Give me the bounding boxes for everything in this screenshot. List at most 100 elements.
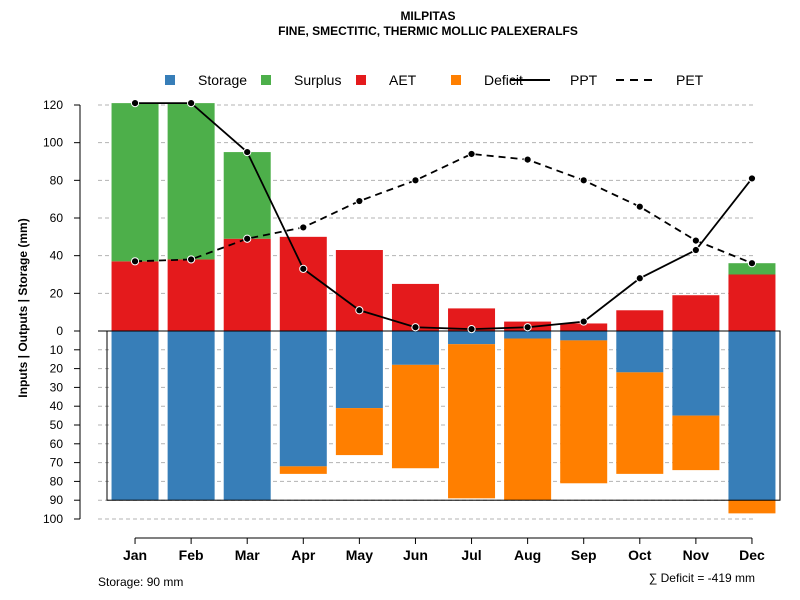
bar-storage-dec — [728, 331, 776, 501]
point-ppt-jul — [467, 325, 476, 334]
legend-label-ppt: PPT — [570, 72, 598, 88]
bar-aet-feb — [167, 259, 215, 331]
bar-deficit-aug — [504, 338, 552, 501]
legend-label-pet: PET — [676, 72, 704, 88]
point-pet-nov — [691, 236, 700, 245]
legend: Storage Surplus AET Deficit PPT PET — [165, 72, 704, 88]
baseline-frames — [98, 330, 781, 501]
bar-aet-may — [335, 250, 383, 331]
bar-surplus-feb — [167, 103, 215, 260]
y-tick-label-top-20: 20 — [50, 286, 64, 300]
legend-label-surplus: Surplus — [294, 72, 341, 88]
point-ppt-jan — [130, 99, 140, 108]
chart-title: MILPITAS — [400, 9, 455, 23]
x-tick-label-feb: Feb — [179, 547, 204, 563]
point-pet-sep — [579, 176, 588, 185]
point-pet-jan — [130, 257, 140, 266]
y-tick-label-bottom-70: 70 — [50, 456, 64, 470]
point-pet-oct — [635, 202, 644, 211]
bar-storage-may — [335, 331, 383, 409]
y-tick-label-top-100: 100 — [43, 136, 63, 150]
y-tick-label-top-0: 0 — [56, 324, 63, 338]
point-ppt-sep — [579, 317, 588, 326]
y-tick-label-bottom-10: 10 — [50, 343, 64, 357]
bar-storage-feb — [167, 331, 215, 501]
x-tick-label-jul: Jul — [461, 547, 481, 563]
bar-aet-nov — [672, 295, 720, 331]
x-tick-label-may: May — [346, 547, 373, 563]
point-pet-jun — [411, 176, 420, 185]
y-tick-label-bottom-50: 50 — [50, 418, 64, 432]
bar-surplus-jan — [111, 103, 159, 262]
bar-storage-aug — [504, 331, 552, 339]
bar-deficit-jun — [391, 364, 439, 469]
bar-deficit-nov — [672, 415, 720, 471]
line-ppt — [135, 102, 753, 331]
y-tick-label-top-60: 60 — [50, 211, 64, 225]
bar-aet-dec — [728, 274, 776, 331]
point-ppt-apr — [299, 264, 308, 273]
bar-storage-apr — [279, 331, 327, 467]
point-ppt-may — [355, 306, 364, 315]
x-tick-label-dec: Dec — [739, 547, 765, 563]
bar-deficit-dec — [728, 500, 776, 514]
bar-surplus-dec — [728, 263, 776, 275]
bar-aet-oct — [616, 310, 664, 331]
legend-swatch-surplus — [261, 75, 271, 85]
point-ppt-mar — [243, 147, 252, 157]
point-ppt-feb — [187, 99, 196, 108]
bar-storage-sep — [560, 331, 608, 341]
y-tick-label-bottom-60: 60 — [50, 437, 64, 451]
bar-aet-jan — [111, 261, 159, 331]
storage-footer: Storage: 90 mm — [98, 575, 183, 589]
y-tick-label-bottom-90: 90 — [50, 493, 64, 507]
bar-surplus-mar — [223, 152, 271, 239]
series-lines — [130, 99, 757, 334]
bar-storage-mar — [223, 331, 271, 501]
bar-storage-jan — [111, 331, 159, 501]
bar-aet-mar — [223, 238, 271, 331]
point-pet-jul — [467, 149, 476, 159]
legend-swatch-storage — [165, 75, 175, 85]
point-ppt-dec — [747, 174, 757, 183]
legend-label-storage: Storage — [198, 72, 247, 88]
deficit-sum-footer: ∑ Deficit = -419 mm — [649, 571, 755, 585]
bar-storage-oct — [616, 331, 664, 373]
y-tick-label-bottom-40: 40 — [50, 399, 64, 413]
y-tick-label-top-80: 80 — [50, 173, 64, 187]
bar-storage-nov — [672, 331, 720, 416]
legend-label-aet: AET — [389, 72, 417, 88]
y-tick-label-bottom-20: 20 — [50, 362, 64, 376]
axes: 0 20 40 60 80 100 120 10 20 30 40 50 60 70 80 90 100 Jan F… — [43, 98, 765, 563]
point-pet-feb — [187, 255, 196, 264]
point-pet-apr — [299, 223, 308, 232]
bar-aet-jul — [448, 308, 496, 331]
x-tick-label-aug: Aug — [514, 547, 541, 563]
y-tick-label-bottom-30: 30 — [50, 380, 64, 394]
point-ppt-oct — [635, 274, 644, 283]
bar-aet-apr — [279, 236, 327, 331]
bar-deficit-oct — [616, 372, 664, 474]
point-ppt-nov — [691, 245, 700, 255]
x-tick-label-apr: Apr — [291, 547, 316, 563]
point-ppt-aug — [523, 323, 532, 332]
bar-storage-jun — [391, 331, 439, 365]
x-tick-label-jan: Jan — [123, 547, 147, 563]
point-pet-dec — [747, 259, 757, 268]
x-tick-label-oct: Oct — [628, 547, 652, 563]
legend-label-deficit: Deficit — [484, 72, 523, 88]
point-ppt-jun — [411, 323, 420, 332]
bars — [111, 103, 776, 514]
y-tick-label-top-120: 120 — [43, 98, 63, 112]
storage-capacity-frame — [106, 330, 781, 501]
point-pet-may — [355, 196, 364, 206]
bar-aet-sep — [560, 323, 608, 331]
y-axis-label: Inputs | Outputs | Storage (mm) — [16, 218, 30, 397]
bar-deficit-apr — [279, 466, 327, 474]
x-tick-label-mar: Mar — [235, 547, 260, 563]
y-tick-label-bottom-100: 100 — [43, 512, 63, 526]
point-pet-aug — [523, 155, 532, 164]
bar-deficit-may — [335, 408, 383, 456]
legend-swatch-deficit — [451, 75, 461, 85]
